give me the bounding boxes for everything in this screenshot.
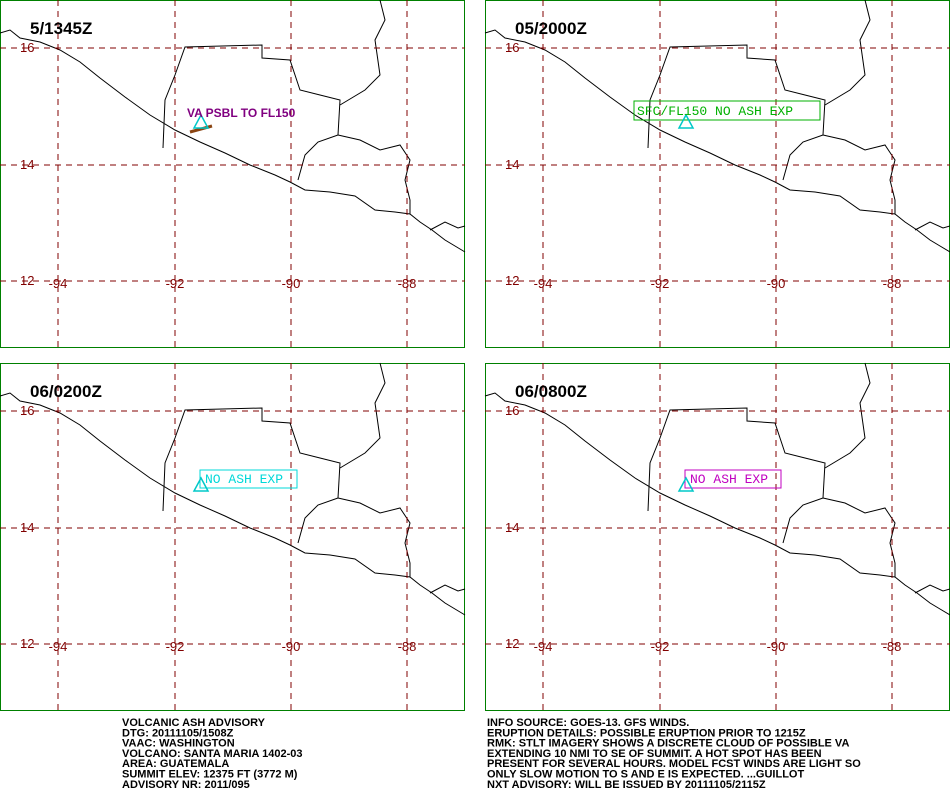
advisory-line: PRESENT FOR SEVERAL HOURS. MODEL FCST WI…: [487, 758, 861, 770]
annotation: NO ASH EXP: [690, 472, 768, 487]
panel-frame: [0, 363, 465, 711]
advisory-line: INFO SOURCE: GOES-13. GFS WINDS.: [487, 717, 689, 729]
lat-label: 14: [20, 157, 34, 172]
annotation: SFC/FL150 NO ASH EXP: [637, 104, 793, 119]
annotation: VA PSBL TO FL150: [187, 106, 296, 120]
lat-label: 16: [505, 403, 519, 418]
map-panel: -94 -92 -90 -88 16 14 12 5/1345Z VA PSBL TO FL15…: [0, 0, 466, 348]
lon-label: -88: [398, 276, 417, 291]
lat-label: 14: [505, 520, 519, 535]
advisory-line: SUMMIT ELEV: 12375 FT (3772 M): [122, 769, 298, 781]
lat-label: 14: [505, 157, 519, 172]
advisory-line: ONLY SLOW MOTION TO S AND E IS EXPECTED.…: [487, 769, 804, 781]
advisory-line: EXTENDING 10 NMI TO SE OF SUMMIT. A HOT …: [487, 748, 822, 760]
advisory-line: RMK: STLT IMAGERY SHOWS A DISCRETE CLOUD…: [487, 738, 849, 750]
volcano-marker: [192, 113, 210, 129]
advisory-line: NXT ADVISORY: WILL BE ISSUED BY 20111105…: [487, 779, 766, 791]
lat-label: 12: [20, 636, 34, 651]
lon-label: -88: [883, 276, 902, 291]
lon-label: -92: [651, 276, 670, 291]
lon-label: -94: [534, 639, 553, 654]
lat-label: 12: [20, 273, 34, 288]
lat-label: 12: [505, 636, 519, 651]
panel-frame: [0, 0, 465, 348]
advisory-line: ERUPTION DETAILS: POSSIBLE ERUPTION PRIO…: [487, 727, 806, 739]
panel-title: 5/1345Z: [30, 19, 92, 38]
advisory-line: AREA: GUATEMALA: [122, 758, 229, 770]
lon-label: -92: [651, 639, 670, 654]
lat-label: 14: [20, 520, 34, 535]
lon-label: -94: [49, 276, 68, 291]
annotation-box: [633, 100, 821, 121]
advisory-line: ADVISORY NR: 2011/095: [122, 779, 250, 791]
lat-label: 16: [505, 40, 519, 55]
advisory-line: VOLCANIC ASH ADVISORY: [122, 717, 266, 729]
lon-label: -92: [166, 639, 185, 654]
lon-label: -90: [282, 276, 301, 291]
volcano-marker: [192, 476, 210, 492]
lon-label: -88: [883, 639, 902, 654]
map-panel: -94 -92 -90 -88 16 14 12 05/2000Z SFC/FL150 NO A…: [484, 0, 950, 348]
lat-label: 16: [20, 403, 34, 418]
lon-label: -90: [282, 639, 301, 654]
map-panel: -94 -92 -90 -88 16 14 12 06/0200Z NO ASH EXP: [0, 362, 466, 711]
lon-label: -92: [166, 276, 185, 291]
volcano-marker: [677, 113, 695, 129]
lat-label: 16: [20, 40, 34, 55]
annotation: NO ASH EXP: [205, 472, 283, 487]
panel-title: 06/0200Z: [30, 382, 102, 401]
lon-label: -90: [767, 276, 786, 291]
panel-title: 05/2000Z: [515, 19, 587, 38]
advisory-line: VOLCANO: SANTA MARIA 1402-03: [122, 748, 303, 760]
volcano-marker: [677, 476, 695, 492]
ash-cloud: [189, 124, 213, 134]
advisory-line: VAAC: WASHINGTON: [122, 738, 235, 750]
panel-frame: [485, 0, 950, 348]
lon-label: -90: [767, 639, 786, 654]
lon-label: -94: [49, 639, 68, 654]
map-panel: -94 -92 -90 -88 16 14 12 06/0800Z NO ASH EXP: [484, 362, 950, 711]
advisory-line: DTG: 20111105/1508Z: [122, 727, 234, 739]
lon-label: -88: [398, 639, 417, 654]
panel-title: 06/0800Z: [515, 382, 587, 401]
panel-frame: [485, 363, 950, 711]
lon-label: -94: [534, 276, 553, 291]
lat-label: 12: [505, 273, 519, 288]
